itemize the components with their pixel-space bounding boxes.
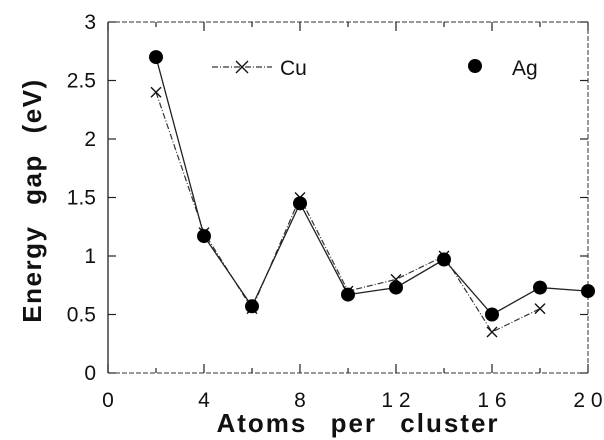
legend-ag-label: Ag: [512, 57, 538, 80]
x-axis-title: Atoms per cluster: [216, 408, 499, 438]
x-tick-label: 4: [198, 389, 210, 412]
ag-series-line: [155, 56, 589, 316]
ag-point: [389, 280, 403, 295]
y-tick-label: 3: [84, 11, 96, 34]
y-tick-label: 1.5: [67, 187, 96, 210]
ag-point: [149, 50, 163, 65]
legend-cu-label: Cu: [280, 57, 307, 80]
cu-point: [534, 303, 546, 315]
y-tick-label: 0.5: [67, 304, 96, 327]
y-tick-label: 2.5: [67, 70, 96, 93]
ag-point: [485, 307, 499, 322]
ag-point: [197, 229, 211, 244]
y-tick-label: 0: [84, 362, 96, 385]
x-tick-label: 2 0: [573, 389, 602, 412]
ag-point: [245, 299, 259, 314]
legend-cu-marker: [235, 60, 249, 74]
y-tick-label: 2: [84, 128, 96, 151]
x-tick-label: 8: [294, 389, 306, 412]
ag-point: [341, 287, 355, 302]
plot-frame: [107, 21, 589, 374]
ag-point: [533, 280, 547, 295]
y-tick-label: 1: [84, 245, 96, 268]
cu-point: [486, 326, 498, 338]
legend: Cu Ag: [212, 57, 538, 80]
series-layer: [149, 50, 595, 338]
y-axis-title: Energy gap (eV): [17, 78, 47, 322]
x-tick-label: 1 2: [381, 389, 410, 412]
ag-point: [293, 196, 307, 211]
tick-labels: 0 0.5 1 1.5 2 2.5 3 0 4 8 1 2 1 6 2 0: [67, 11, 603, 412]
legend-ag-marker: [468, 59, 482, 73]
x-tick-label: 1 6: [477, 389, 506, 412]
ag-point: [437, 252, 451, 267]
x-tick-label: 0: [102, 389, 114, 412]
ag-point: [581, 284, 595, 299]
cu-point: [150, 86, 162, 98]
